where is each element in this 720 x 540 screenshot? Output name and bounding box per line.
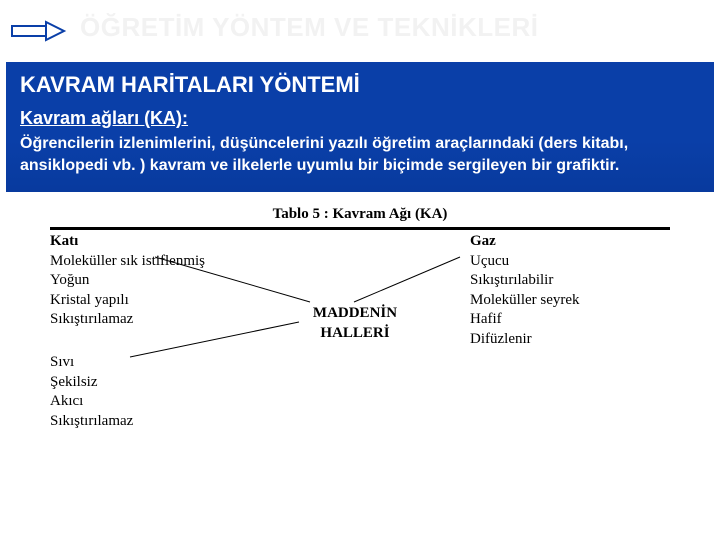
center-label-line1: MADDENİN [280, 304, 430, 324]
ghost-page-title: ÖĞRETİM YÖNTEM VE TEKNİKLERİ [80, 12, 538, 43]
right-column-item: Difüzlenir [470, 330, 670, 350]
concept-network-table: Tablo 5 : Kavram Ağı (KA) Katı Molekülle… [0, 192, 720, 431]
left-column-item: Sıkıştırılamaz [50, 310, 250, 330]
concept-box-subtitle: Kavram ağları (KA): [20, 108, 700, 129]
left-column-item: Kristal yapılı [50, 291, 250, 311]
left-column-header: Katı [50, 232, 250, 252]
right-column-header: Gaz [470, 232, 670, 252]
lower-column-item: Akıcı [50, 392, 280, 412]
table-caption: Tablo 5 : Kavram Ağı (KA) [50, 206, 670, 223]
lower-column-item: Sıkıştırılamaz [50, 412, 280, 432]
lower-column-item: Şekilsiz [50, 373, 280, 393]
lower-column: Sıvı Şekilsiz Akıcı Sıkıştırılamaz [50, 353, 280, 431]
concept-box: KAVRAM HARİTALARI YÖNTEMİ Kavram ağları … [6, 62, 714, 192]
center-label: MADDENİN HALLERİ [280, 304, 430, 343]
center-label-line2: HALLERİ [280, 324, 430, 344]
lower-column-header: Sıvı [50, 353, 280, 373]
left-column: Katı Moleküller sık istiflenmiş Yoğun Kr… [50, 232, 250, 349]
right-column-item: Sıkıştırılabilir [470, 271, 670, 291]
concept-box-title: KAVRAM HARİTALARI YÖNTEMİ [20, 72, 700, 98]
concept-box-description: Öğrencilerin izlenimlerini, düşüncelerin… [20, 133, 700, 176]
arrow-right-icon [10, 20, 70, 47]
right-column-item: Hafif [470, 310, 670, 330]
left-column-item: Yoğun [50, 271, 250, 291]
right-column: Gaz Uçucu Sıkıştırılabilir Moleküller se… [470, 232, 670, 349]
right-column-item: Uçucu [470, 252, 670, 272]
right-column-item: Moleküller seyrek [470, 291, 670, 311]
left-column-item: Moleküller sık istiflenmiş [50, 252, 250, 272]
